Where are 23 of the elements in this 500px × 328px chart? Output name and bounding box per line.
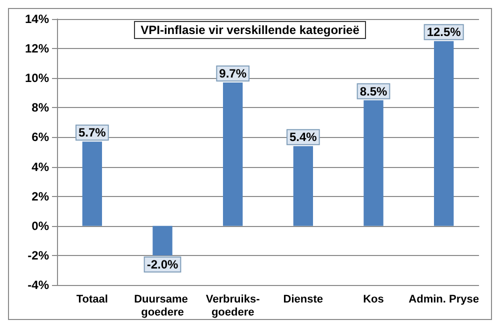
y-tick-label: 2% (32, 189, 50, 204)
y-tick-label: 12% (24, 42, 50, 56)
y-tick-label: -2% (28, 248, 50, 262)
y-tick-label: 4% (32, 160, 50, 174)
y-tick-label: 6% (32, 130, 50, 144)
y-tick-label: 14% (24, 12, 50, 26)
data-label: 5.7% (78, 126, 106, 140)
x-tick-label: Duursame goedere (134, 294, 191, 318)
chart-title: VPI-inflasie vir verskillende kategorieë (140, 23, 360, 37)
x-tick-label: Dienste (283, 294, 324, 306)
y-tick-label: -4% (28, 278, 50, 292)
x-tick-label: Admin. Pryse (408, 294, 479, 306)
x-tick-label: Kos (363, 294, 384, 306)
y-tick-label: 10% (24, 71, 50, 86)
data-label: 12.5% (426, 25, 462, 40)
data-label: -2.0% (146, 257, 178, 272)
data-label: 8.5% (360, 84, 388, 98)
data-label: 5.4% (289, 130, 318, 144)
y-tick-label: 0% (32, 218, 50, 233)
x-tick-label: Verbruiks-goedere (206, 294, 260, 318)
x-tick-label: Totaal (76, 294, 108, 306)
data-label: 9.7% (219, 66, 247, 81)
y-tick-label: 8% (32, 100, 50, 115)
